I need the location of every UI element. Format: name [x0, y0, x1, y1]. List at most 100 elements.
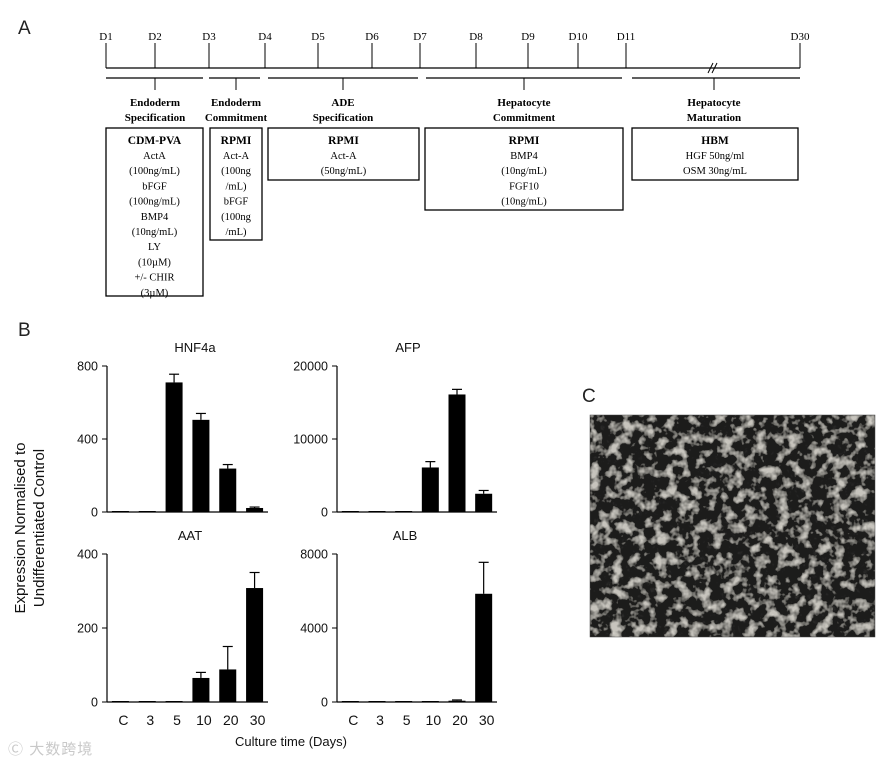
bar	[368, 511, 386, 512]
bar	[448, 700, 466, 702]
stage-component: +/- CHIR	[134, 273, 174, 284]
y-tick-label: 800	[77, 360, 98, 374]
stage-media-box	[267, 127, 420, 181]
y-tick-label: 20000	[293, 360, 328, 374]
stage-component: LY	[148, 242, 161, 253]
day-label: D10	[569, 31, 588, 43]
stage-title: Maturation	[687, 112, 741, 124]
bar	[111, 511, 129, 512]
y-tick-label: 4000	[300, 622, 328, 636]
bar	[341, 511, 359, 512]
chart-title: HNF4a	[174, 340, 216, 355]
y-axis-label-line1: Expression Normalised to	[12, 443, 29, 614]
bar	[192, 677, 210, 702]
bar	[165, 382, 183, 512]
day-label: D5	[311, 31, 325, 43]
y-tick-label: 8000	[300, 548, 328, 562]
y-tick-label: 0	[91, 506, 98, 520]
bar	[395, 511, 413, 512]
stage-component: /mL)	[226, 227, 247, 238]
stage-title: Commitment	[493, 112, 556, 124]
stage-medium: RPMI	[509, 135, 540, 147]
bar	[395, 701, 413, 702]
y-tick-label: 0	[321, 696, 328, 710]
stage-component: BMP4	[141, 212, 169, 223]
stage-component: (100ng/mL)	[129, 197, 180, 208]
y-tick-label: 400	[77, 433, 98, 447]
x-tick-label: 3	[146, 712, 154, 728]
axis-break-mark	[707, 62, 714, 74]
stage-component: (50ng/mL)	[321, 166, 367, 177]
stage-component: Act-A	[330, 151, 357, 162]
bar	[368, 701, 386, 702]
stage-media-box	[424, 127, 624, 211]
y-tick-label: 0	[91, 696, 98, 710]
y-axis-label-line2: Undifferentiated Control	[31, 449, 48, 607]
x-tick-label: 20	[223, 712, 239, 728]
stage-component: (100ng	[221, 166, 251, 177]
bar	[421, 701, 439, 702]
stage-medium: RPMI	[221, 135, 252, 147]
panel-label-c: C	[582, 386, 596, 407]
stage-title: Endoderm	[130, 97, 180, 109]
stage-media-box	[209, 127, 263, 241]
bar	[111, 701, 129, 702]
y-tick-label: 400	[77, 548, 98, 562]
stage-component: (10µM)	[138, 257, 171, 268]
y-tick-label: 0	[321, 506, 328, 520]
stage-component: BMP4	[510, 151, 538, 162]
day-label: D1	[99, 31, 112, 43]
stage-5: Hepatocyte Maturation HBM HGF 50ng/ml OSM 30…	[631, 77, 800, 181]
x-tick-label: 10	[426, 712, 442, 728]
stage-medium: CDM-PVA	[128, 135, 182, 147]
stage-component: (100ng/mL)	[129, 166, 180, 177]
x-tick-label: 20	[452, 712, 468, 728]
stage-medium: HBM	[701, 135, 729, 147]
chart-afp: AFP 0 10000 20000	[293, 340, 497, 520]
x-tick-label: 30	[479, 712, 495, 728]
day-label: D7	[413, 31, 427, 43]
stage-title: Commitment	[205, 112, 268, 124]
stage-component: ActA	[143, 151, 166, 162]
stage-component: (10ng/mL)	[132, 227, 178, 238]
stage-component: FGF10	[509, 181, 539, 192]
stage-title: Specification	[125, 112, 186, 124]
stage-component: bFGF	[142, 181, 167, 192]
day-label: D4	[258, 31, 272, 43]
bar	[246, 507, 264, 512]
stage-2: Endoderm Commitment RPMI Act-A (100ng/mL) bFG…	[205, 77, 268, 241]
stage-title: ADE	[331, 97, 354, 109]
panel-label-b: B	[18, 320, 31, 341]
bar	[448, 394, 466, 512]
stage-media-box	[631, 127, 799, 181]
bar	[138, 511, 156, 512]
bar	[475, 493, 493, 512]
bar	[421, 467, 439, 512]
stage-title: Hepatocyte	[497, 97, 550, 109]
x-tick-label: 5	[173, 712, 181, 728]
x-tick-label: 3	[376, 712, 384, 728]
chart-aat: AAT 0 200 400 C 3 5 10 20 30	[77, 528, 268, 728]
stage-3: ADE Specification RPMI Act-A (50ng/mL)	[267, 77, 420, 181]
day-label: D8	[469, 31, 483, 43]
watermark-logo-icon: Ⓒ	[8, 741, 25, 758]
stage-component: (100ng	[221, 212, 251, 223]
stage-title: Endoderm	[211, 97, 261, 109]
stage-medium: RPMI	[328, 135, 359, 147]
axis-break-mark	[711, 62, 718, 74]
x-tick-label: 10	[196, 712, 212, 728]
day-label: D30	[791, 31, 810, 43]
watermark: Ⓒ 大数跨境	[8, 738, 93, 759]
x-tick-label: 5	[403, 712, 411, 728]
x-tick-label: C	[118, 712, 128, 728]
stage-4: Hepatocyte Commitment RPMI BMP4 (10ng/mL) FGF…	[424, 77, 624, 211]
bar	[246, 588, 264, 702]
stage-component: OSM 30ng/mL	[683, 166, 747, 177]
day-label: D11	[617, 31, 636, 43]
stage-component: (10ng/mL)	[501, 197, 547, 208]
panel-label-a: A	[18, 18, 31, 39]
day-label: D2	[148, 31, 161, 43]
day-label: D9	[521, 31, 535, 43]
